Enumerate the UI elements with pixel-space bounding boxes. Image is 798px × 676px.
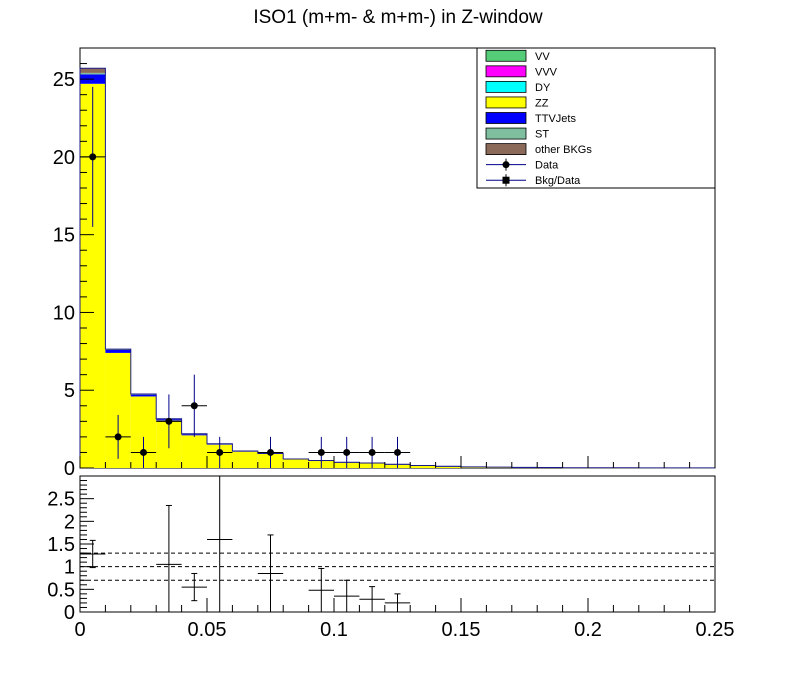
- data-marker: [114, 433, 122, 441]
- x-tick-label: 0.25: [696, 619, 735, 641]
- y-tick-label: 15: [53, 225, 75, 247]
- legend-entry: DY: [485, 80, 551, 94]
- legend-entry: Bkg/Data: [486, 174, 581, 187]
- stack-bar-st: [105, 349, 131, 350]
- ratio-point: [181, 572, 207, 602]
- data-point: [181, 374, 207, 437]
- ratio-y-tick-label: 1: [64, 557, 75, 579]
- top-y-axis: 0 5 10 15 20 25: [53, 47, 716, 480]
- data-point: [384, 436, 411, 468]
- legend-label: Bkg/Data: [535, 175, 581, 187]
- chart-title: ISO1 (m+m- & m+m-) in Z-window: [253, 7, 543, 28]
- legend-swatch: [485, 49, 527, 62]
- ratio-y-tick-label: 0.5: [47, 579, 75, 601]
- stack-bar-zz: [410, 465, 436, 468]
- data-marker: [368, 448, 376, 456]
- ratio-point: [207, 476, 233, 613]
- stack-bar-ttvjets: [130, 394, 157, 397]
- y-tick-label: 25: [53, 69, 75, 91]
- legend-entry: Data: [486, 158, 559, 172]
- x-tick-label: 0.2: [574, 619, 602, 641]
- data-point: [105, 414, 131, 459]
- legend-label: VV: [535, 51, 550, 63]
- stack-bar-zz: [435, 466, 461, 468]
- legend-label: VVV: [535, 66, 558, 78]
- legend-entry: ST: [485, 127, 549, 141]
- ratio-point: [334, 579, 360, 613]
- legend-entry: VV: [485, 49, 550, 63]
- legend-entry: TTVJets: [485, 112, 576, 125]
- ratio-point: [156, 504, 182, 613]
- data-point: [359, 436, 385, 468]
- data-marker: [343, 448, 351, 456]
- ratio-points: [80, 476, 411, 613]
- legend-entry: other BKGs: [485, 143, 592, 156]
- data-marker: [267, 448, 274, 456]
- legend-swatch: [485, 65, 527, 78]
- stack-bar-zz: [181, 435, 207, 468]
- data-marker: [317, 448, 325, 456]
- legend-label: ST: [535, 129, 549, 141]
- legend-marker: [502, 161, 510, 169]
- legend-swatch: [485, 143, 527, 156]
- data-point: [308, 436, 334, 468]
- ratio-pad: [79, 475, 716, 613]
- ratio-axes: 00.511.522.50 0.05 0.1 0.15 0.2 0.25: [47, 480, 735, 641]
- data-marker: [190, 402, 198, 410]
- stack-bar-zz: [232, 451, 258, 468]
- ratio-point: [257, 534, 284, 613]
- data-marker: [140, 448, 147, 456]
- stack-bar-other-bkgs: [80, 68, 106, 73]
- data-marker: [216, 448, 224, 456]
- legend-swatch: [485, 80, 527, 93]
- y-tick-label: 20: [53, 147, 75, 169]
- y-tick-label: 10: [53, 302, 75, 324]
- x-tick-label: 0.1: [320, 619, 348, 641]
- stack-bar-st: [130, 394, 157, 395]
- legend-entry: ZZ: [485, 96, 549, 109]
- legend-swatch: [485, 127, 527, 140]
- stack-bar-zz: [283, 459, 309, 468]
- legend-marker: [502, 176, 510, 184]
- legend-label: Data: [535, 160, 559, 172]
- data-point: [130, 436, 157, 468]
- ratio-y-tick-label: 1.5: [47, 534, 75, 556]
- ratio-point: [308, 567, 334, 613]
- ratio-reference-lines: [80, 552, 715, 581]
- legend-swatch: [485, 112, 527, 124]
- stack-bar-zz: [461, 467, 487, 468]
- ratio-point: [80, 539, 106, 569]
- data-point: [207, 436, 233, 468]
- data-point: [257, 436, 284, 468]
- data-point: [334, 436, 360, 468]
- x-tick-label: 0.05: [188, 619, 227, 641]
- y-tick-label: 5: [64, 380, 75, 402]
- legend-swatch: [485, 96, 527, 109]
- stack-bar-st: [80, 72, 106, 75]
- data-marker: [394, 448, 401, 456]
- legend-label: TTVJets: [535, 113, 576, 125]
- legend-label: DY: [535, 82, 551, 94]
- ratio-point: [359, 586, 385, 613]
- ratio-y-tick-label: 0: [64, 602, 75, 624]
- legend-label: other BKGs: [535, 144, 592, 156]
- data-point: [156, 394, 182, 449]
- stack-bar-zz: [486, 467, 512, 468]
- x-tick-label: 0.15: [442, 619, 481, 641]
- ratio-y-tick-label: 2.5: [47, 489, 75, 511]
- legend-label: ZZ: [535, 97, 549, 109]
- data-marker: [165, 417, 173, 425]
- stack-bar-ttvjets: [105, 349, 131, 353]
- ratio-plot-frame: [79, 475, 716, 613]
- x-tick-label: 0: [74, 619, 85, 641]
- y-tick-label: 0: [64, 458, 75, 480]
- ratio-y-tick-label: 2: [64, 511, 75, 533]
- ratio-point: [384, 593, 411, 613]
- legend-entry: VVV: [485, 65, 558, 78]
